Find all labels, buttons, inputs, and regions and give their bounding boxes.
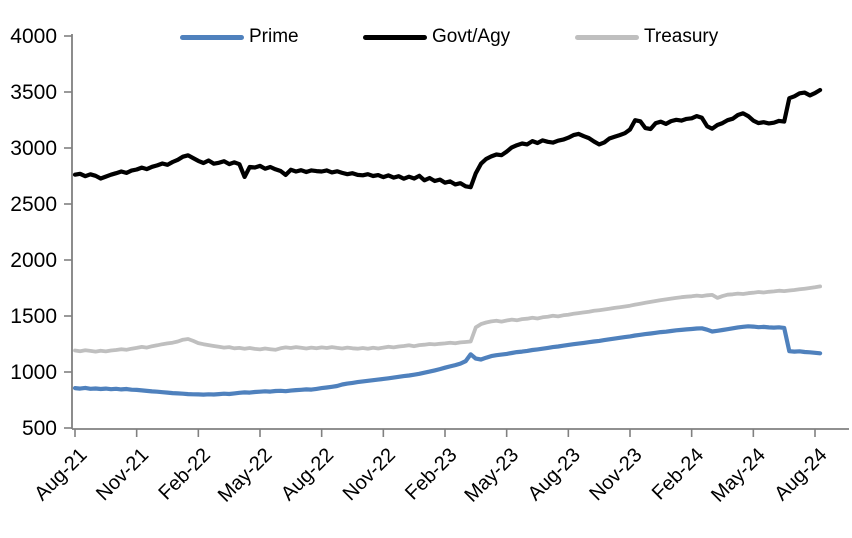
x-tick-label: May-24: [707, 444, 770, 507]
y-tick-label: 3000: [10, 137, 57, 160]
y-tick-label: 500: [22, 417, 57, 440]
y-tick-label: 2500: [10, 193, 57, 216]
x-tick-label: Nov-21: [92, 444, 153, 505]
x-tick-label: Aug-21: [30, 444, 91, 505]
x-tick-label: Feb-23: [401, 444, 461, 504]
series-line-treasury: [73, 284, 822, 354]
x-tick-label: Aug-22: [277, 444, 338, 505]
x-tick-label: May-23: [460, 444, 523, 507]
x-tick-label: Aug-23: [524, 444, 585, 505]
series-line-govt-agy: [72, 87, 823, 190]
x-tick-label: Nov-22: [339, 444, 400, 505]
x-tick-label: Feb-22: [154, 444, 214, 504]
x-tick-label: Feb-24: [648, 444, 708, 504]
y-tick-label: 1000: [10, 361, 57, 384]
y-tick-label: 4000: [10, 25, 57, 48]
y-tick-label: 2000: [10, 249, 57, 272]
y-tick-label: 3500: [10, 81, 57, 104]
x-tick-label: Nov-23: [585, 444, 646, 505]
series-line-prime: [72, 324, 823, 397]
y-tick-label: 1500: [10, 305, 57, 328]
x-tick-label: Aug-24: [770, 444, 831, 505]
x-tick-label: May-22: [214, 444, 277, 507]
